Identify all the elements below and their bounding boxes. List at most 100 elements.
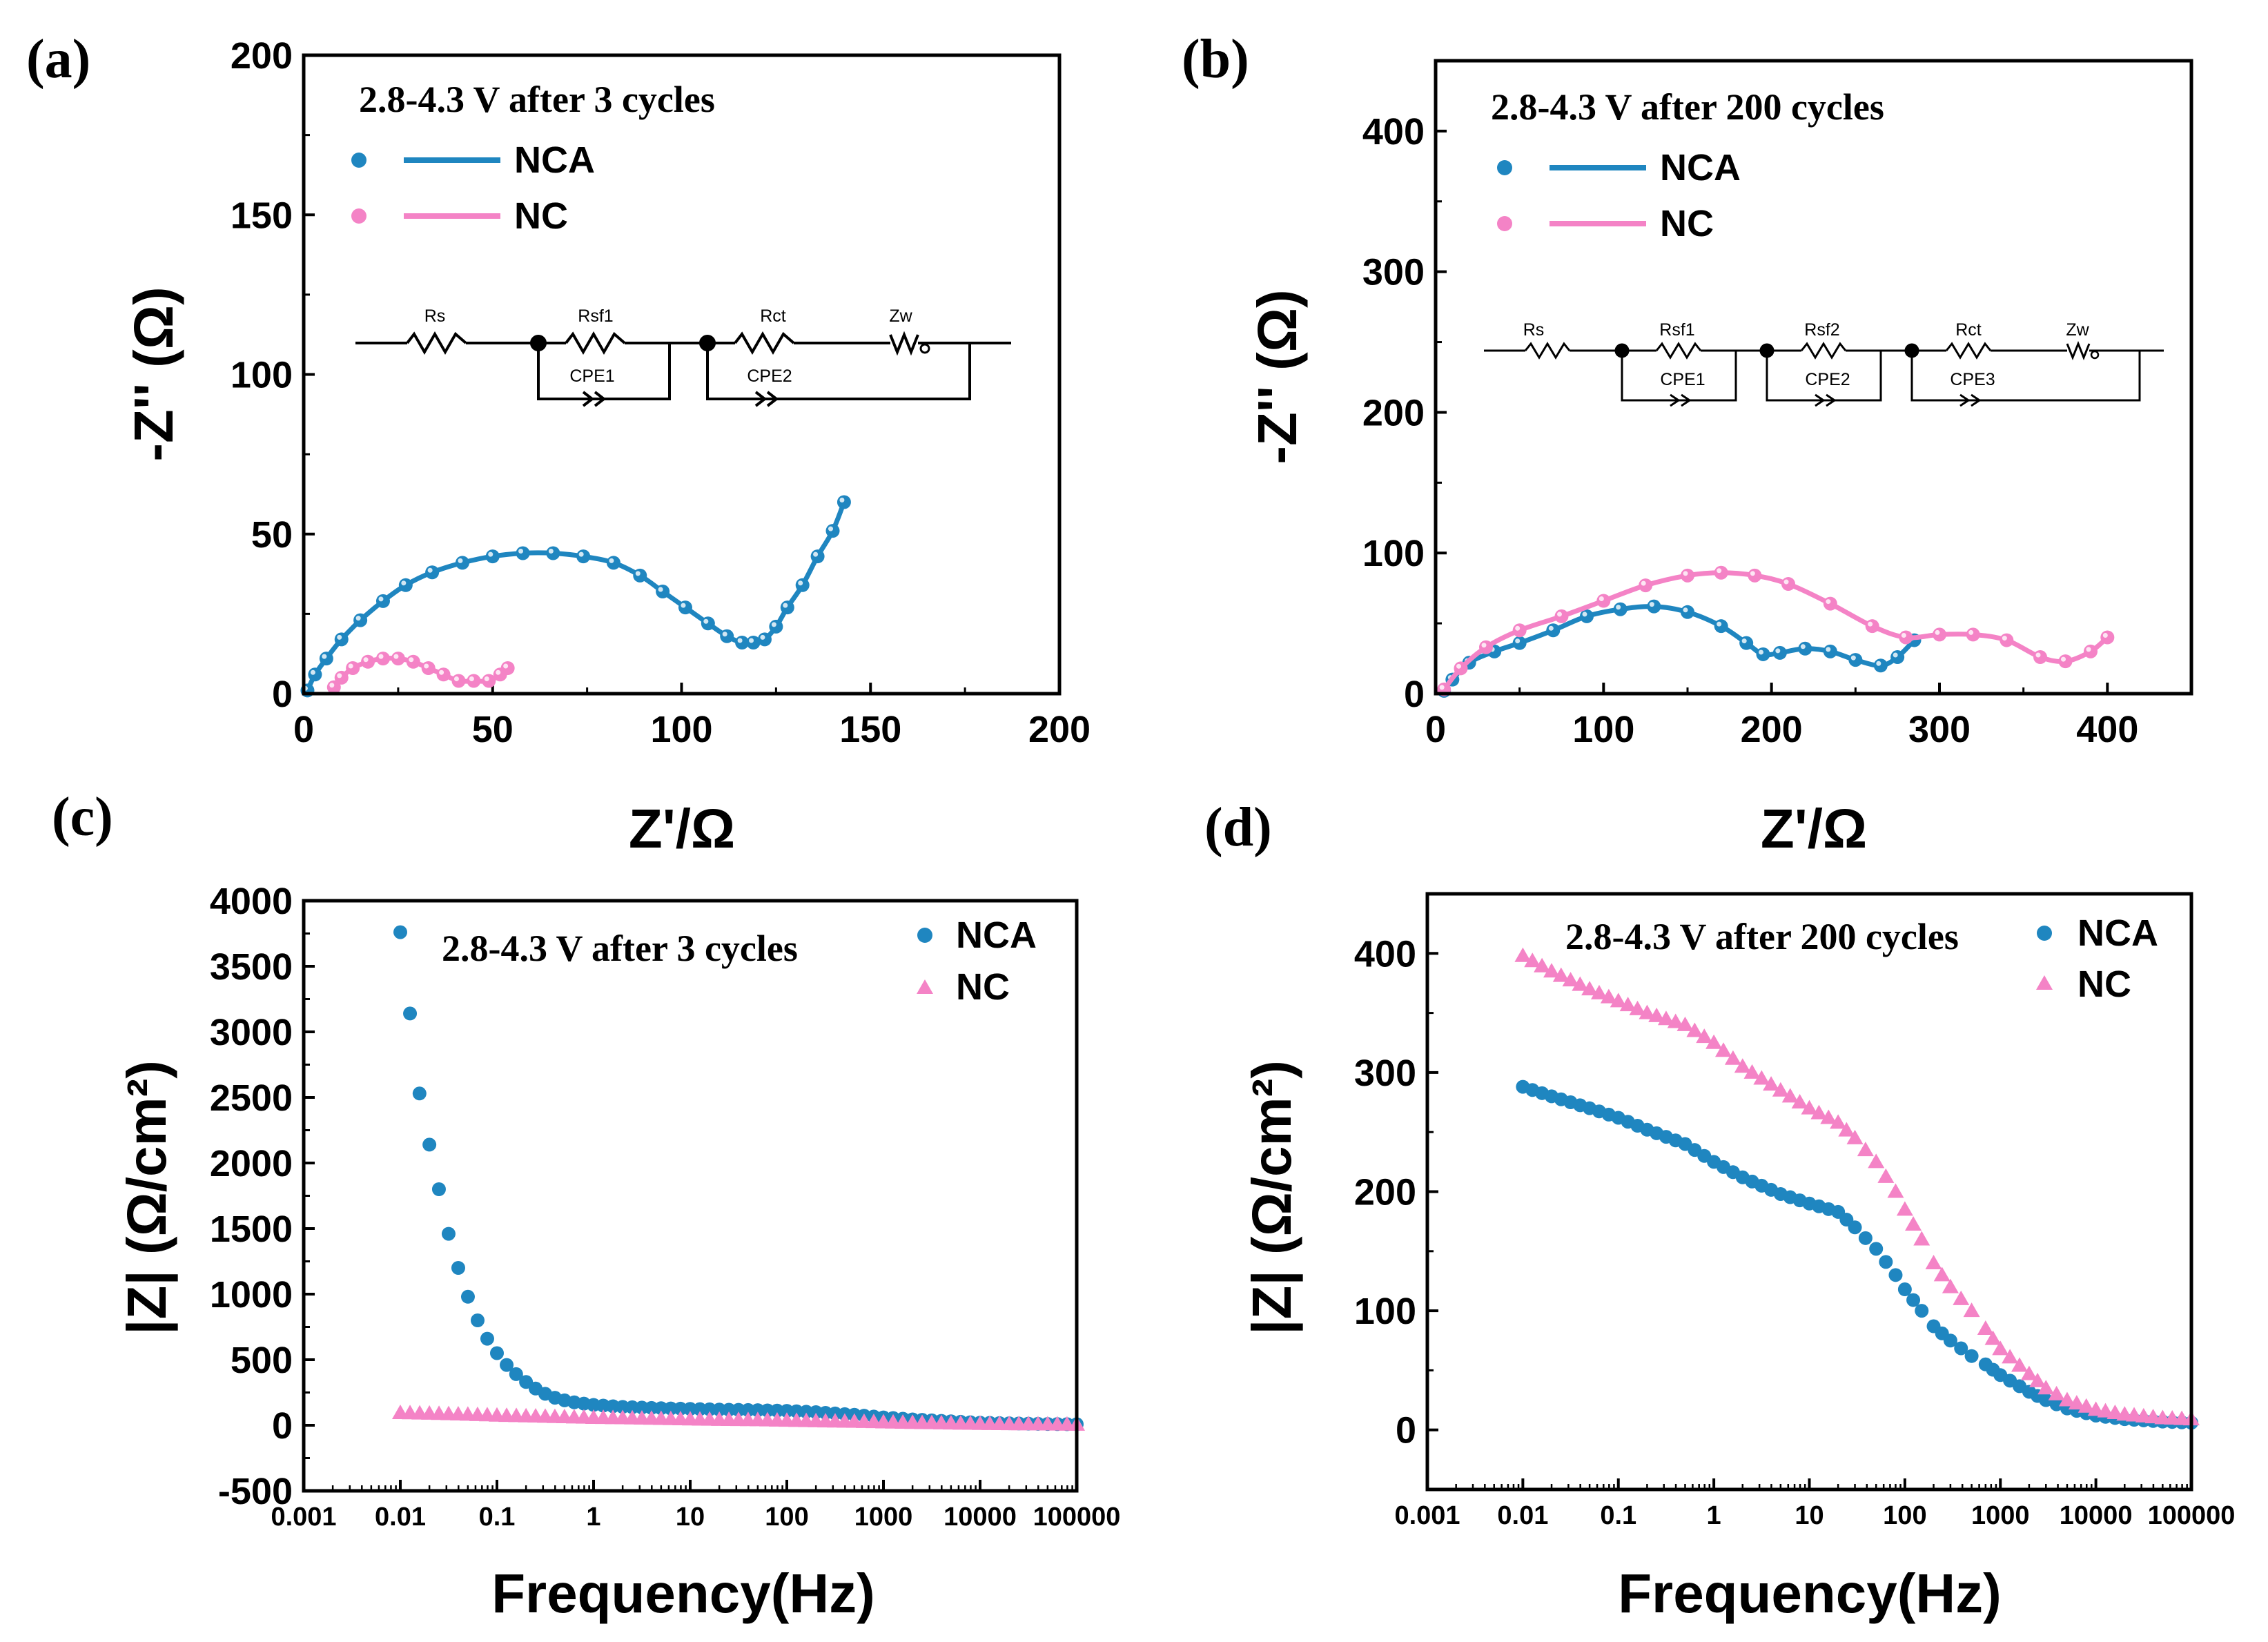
fit-line-nc <box>1442 570 2109 692</box>
marker-highlight <box>1582 612 1587 617</box>
marker-nc <box>1913 1231 1930 1246</box>
panel-a: (a) 0 50 100 150 200 0 50 100 150 200 2.8-4.3 V a… <box>26 29 1091 859</box>
x-tick-label: 50 <box>472 709 514 750</box>
marker-nc <box>2000 633 2014 647</box>
marker-nc <box>1846 1129 1864 1144</box>
marker-nca <box>1906 1293 1921 1307</box>
marker-nc <box>500 661 515 675</box>
legend-label-nca: NCA <box>514 139 595 181</box>
marker-highlight <box>783 603 788 608</box>
panel-c-frame <box>302 899 1079 1493</box>
y-tick-label: 200 <box>231 35 293 77</box>
marker-nc <box>1724 1050 1741 1065</box>
y-tick-label: 2500 <box>210 1077 293 1119</box>
marker-nc <box>2084 644 2098 658</box>
marker-nc <box>1714 565 1728 580</box>
panel-d-ticks: 0.001 0.01 0.1 1 10 100 1000 10000 100000 0 100 200… <box>1354 933 2236 1530</box>
x-tick-label: 100 <box>1883 1501 1926 1530</box>
panel-d-data <box>1514 947 2200 1430</box>
marker-nc <box>1984 1330 2002 1345</box>
x-tick-label: 0.1 <box>479 1503 516 1532</box>
marker-nc <box>1887 1183 1904 1198</box>
legend-marker-nca <box>1497 160 1512 175</box>
marker-nc <box>1562 972 1579 987</box>
marker-highlight <box>1775 648 1781 654</box>
circuit-label-cpe1: CPE1 <box>569 366 614 386</box>
x-tick-label: 0.001 <box>271 1503 336 1532</box>
marker-highlight <box>1759 649 1763 655</box>
marker-nca <box>500 1358 514 1372</box>
fit-line-nca <box>1442 604 1916 692</box>
marker-nc <box>1572 976 1589 991</box>
marker-nc <box>1715 1042 1732 1057</box>
marker-highlight <box>1548 625 1554 631</box>
marker-highlight <box>828 526 833 531</box>
marker-nc <box>1823 596 1837 611</box>
legend-marker-nc <box>917 979 933 994</box>
marker-highlight <box>1515 625 1521 631</box>
marker-nc <box>1748 568 1762 583</box>
marker-nc <box>391 652 405 666</box>
marker-nc <box>2100 630 2115 645</box>
panel-d: (d) 0.001 0.01 0.1 1 10 100 1000 10000 100000 0 10… <box>1204 797 2235 1624</box>
marker-highlight <box>484 676 489 681</box>
marker-nca <box>644 1400 658 1415</box>
marker-highlight <box>310 669 315 675</box>
marker-nca <box>1954 1341 1968 1356</box>
panel-a-data <box>300 495 851 698</box>
y-tick-label: 300 <box>1354 1053 1416 1094</box>
legend-marker-nca <box>917 928 932 943</box>
marker-nc <box>2097 1402 2114 1418</box>
circuit-label-cpe2: CPE2 <box>747 366 792 386</box>
marker-nc <box>1925 1255 1942 1270</box>
panel-a-frame <box>302 53 1062 696</box>
marker-nca <box>308 667 322 682</box>
marker-highlight <box>1683 571 1688 576</box>
marker-highlight <box>458 558 463 563</box>
marker-nc <box>1933 1267 1951 1282</box>
marker-nca <box>460 1289 475 1304</box>
marker-nca <box>1897 1282 1912 1297</box>
marker-highlight <box>1641 580 1646 586</box>
marker-nca <box>431 1182 446 1196</box>
marker-nc <box>436 667 451 682</box>
marker-nc <box>1454 661 1468 676</box>
marker-nc <box>1705 1034 1723 1049</box>
marker-highlight <box>760 634 765 640</box>
marker-nca <box>1873 658 1888 673</box>
marker-nc <box>1639 578 1653 593</box>
marker-nca <box>799 1405 814 1419</box>
x-tick-label: 300 <box>1908 709 1971 750</box>
panel-a-ticks: 0 50 100 150 200 0 50 100 150 200 <box>231 35 1091 750</box>
marker-highlight <box>1481 643 1487 648</box>
panel-b-legend: NCA NC <box>1497 147 1741 244</box>
marker-nc <box>1772 1082 1789 1097</box>
marker-nc <box>1896 1201 1913 1216</box>
legend-marker-nca <box>2037 926 2052 941</box>
marker-nca <box>1580 609 1594 623</box>
y-tick-label: 100 <box>1354 1291 1416 1332</box>
marker-highlight <box>722 632 727 637</box>
marker-nca <box>1888 1268 1903 1282</box>
marker-nc <box>1830 1114 1847 1129</box>
marker-highlight <box>1893 652 1898 658</box>
panel-c-x-title: Frequency(Hz) <box>491 1563 875 1624</box>
marker-highlight <box>427 567 433 573</box>
marker-nc <box>1479 640 1493 654</box>
marker-highlight <box>378 654 384 659</box>
x-tick-label: 0 <box>1425 709 1446 750</box>
marker-nc <box>2058 1391 2075 1407</box>
y-tick-label: 100 <box>1362 533 1425 574</box>
marker-nca <box>678 600 692 615</box>
marker-nca <box>1772 645 1787 660</box>
panel-b-annotation: 2.8-4.3 V after 200 cycles <box>1491 86 1884 128</box>
panel-c-legend: NCA NC <box>917 915 1037 1008</box>
marker-nc <box>1629 1000 1646 1015</box>
x-tick-label: 150 <box>839 709 901 750</box>
marker-nc <box>1676 1016 1694 1031</box>
marker-nca <box>2039 1393 2053 1407</box>
panel-d-frame <box>1425 892 2193 1492</box>
panel-b-ticks: 0 100 200 300 400 0 100 200 300 400 <box>1362 111 2193 750</box>
marker-highlight <box>439 669 444 675</box>
marker-highlight <box>635 571 641 576</box>
